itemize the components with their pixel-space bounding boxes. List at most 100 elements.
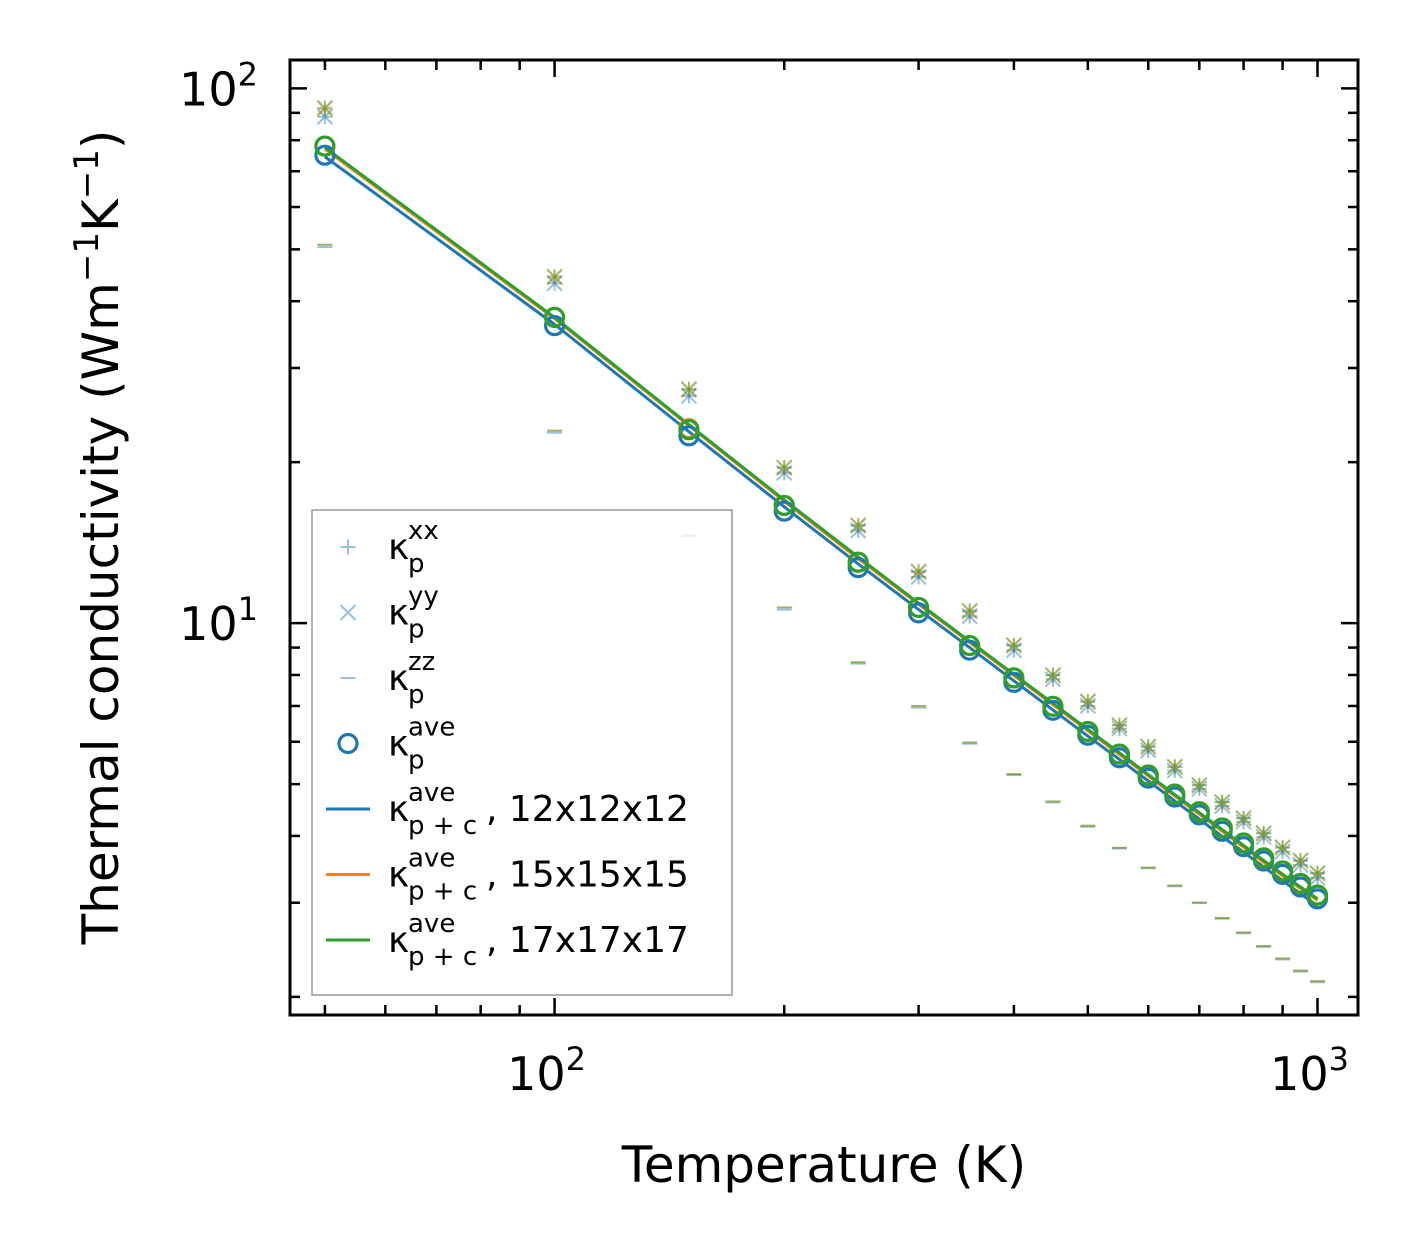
y-axis-label-sup1: −1 bbox=[67, 232, 107, 282]
data-point-kyy_15-a bbox=[1079, 693, 1097, 711]
data-point-kxx_15 bbox=[850, 518, 866, 534]
data-point-kyy_12-b bbox=[316, 108, 334, 125]
data-point-kave_17 bbox=[1306, 884, 1329, 906]
data-point-kyy_12-b bbox=[1166, 762, 1183, 779]
data-point-kyy_12-a bbox=[1274, 843, 1291, 860]
data-point-kxx_12 bbox=[1006, 642, 1022, 658]
data-point-kxx_15 bbox=[1275, 840, 1291, 856]
data-point-kyy_15-b bbox=[1213, 794, 1231, 811]
x-tick-label: 103 bbox=[1270, 1040, 1349, 1101]
data-point-kyy_12-a bbox=[1079, 697, 1097, 715]
data-point-kave_17 bbox=[773, 494, 795, 517]
data-point-kyy_17 bbox=[1079, 693, 1097, 710]
data-point-kyy_17-b bbox=[680, 380, 698, 398]
legend-label-base: κ bbox=[388, 920, 409, 961]
series-kyy_17 bbox=[316, 99, 1326, 882]
data-point-kyy_17 bbox=[1111, 716, 1128, 734]
data-point-kxx_15 bbox=[1214, 794, 1230, 810]
data-point-kyy_17-b bbox=[776, 459, 793, 476]
data-point-kave_17 bbox=[1003, 667, 1025, 689]
data-point-kave_17 bbox=[543, 306, 566, 329]
y-tick-label-base: 10 bbox=[179, 62, 238, 116]
data-point-kxx_17 bbox=[681, 381, 697, 397]
data-point-kyy_12-b bbox=[910, 568, 927, 586]
data-point-kyy_15-a bbox=[1140, 739, 1157, 756]
legend-label-sub: p bbox=[408, 680, 425, 710]
legend-entry: κpzz bbox=[340, 647, 435, 710]
data-point-kyy_17 bbox=[1191, 776, 1208, 794]
data-point-kyy_15-b bbox=[1166, 758, 1183, 776]
data-point-kyy_12 bbox=[1044, 671, 1062, 688]
data-point-kyy_15 bbox=[1191, 777, 1208, 794]
data-point-kxx_17 bbox=[1191, 777, 1207, 793]
data-point-kxx_15 bbox=[681, 382, 697, 398]
data-point-kyy_12-a bbox=[849, 522, 867, 539]
data-point-kyy_12-a bbox=[1140, 742, 1157, 759]
data-point-kyy_17-b bbox=[1274, 839, 1291, 856]
data-point-kyy_12 bbox=[961, 608, 978, 625]
data-point-kxx_12 bbox=[1111, 721, 1127, 737]
data-point-kyy_12 bbox=[776, 464, 793, 482]
data-point-kyy_12 bbox=[1166, 762, 1183, 779]
data-point-kyy_15 bbox=[1079, 693, 1097, 711]
data-point-kxx_15 bbox=[1140, 739, 1156, 755]
data-point-kyy_15-a bbox=[1191, 777, 1208, 794]
data-point-kxx_15 bbox=[1080, 694, 1096, 710]
data-point-kxx_12 bbox=[1191, 781, 1207, 797]
major-ticks bbox=[290, 60, 1358, 1015]
data-point-kxx_17 bbox=[1236, 810, 1252, 826]
data-point-kyy_15 bbox=[1044, 667, 1062, 684]
data-point-kave_17 bbox=[1137, 764, 1159, 786]
data-point-kyy_15-b bbox=[1191, 777, 1208, 794]
data-point-kyy_15 bbox=[316, 100, 334, 118]
legend-swatch-cross-b bbox=[339, 604, 357, 621]
data-point-kyy_17 bbox=[849, 516, 867, 534]
data-point-kyy_17-a bbox=[910, 563, 927, 580]
data-point-kave_17 bbox=[1271, 860, 1294, 882]
legend-label-sup: ave bbox=[408, 909, 455, 939]
data-point-kyy_17-b bbox=[1309, 864, 1326, 882]
data-point-kyy_15-b bbox=[776, 459, 793, 477]
data-point-kyy_12-a bbox=[546, 275, 563, 292]
data-point-kyy_15 bbox=[1309, 865, 1326, 882]
data-point-kyy_17-b bbox=[1255, 824, 1272, 842]
data-point-kxx_12 bbox=[1293, 857, 1309, 873]
legend-label-base: κ bbox=[388, 724, 409, 765]
data-point-kave_17 bbox=[1289, 872, 1312, 895]
data-point-kyy_17-b bbox=[316, 99, 334, 116]
data-point-kxx_15 bbox=[317, 101, 333, 117]
data-point-kyy_17-b bbox=[1079, 693, 1097, 710]
data-point-kyy_17-b bbox=[1111, 716, 1128, 734]
legend-label: κp + cave , 15x15x15 bbox=[388, 844, 689, 907]
data-point-kyy_17 bbox=[1140, 738, 1157, 755]
y-tick-label: 101 bbox=[179, 590, 258, 651]
data-point-kyy_15-b bbox=[910, 564, 927, 581]
data-point-kxx_15 bbox=[1310, 866, 1326, 882]
data-point-kyy_12 bbox=[1213, 797, 1231, 815]
legend-entry: κp + cave , 17x17x17 bbox=[326, 909, 689, 972]
data-point-kyy_17-a bbox=[1213, 793, 1231, 811]
legend-label-sup: xx bbox=[408, 516, 439, 546]
data-point-kyy_15-a bbox=[961, 603, 978, 621]
data-point-kyy_15-b bbox=[961, 603, 978, 621]
data-point-kyy_15 bbox=[546, 269, 563, 286]
data-point-kxx_12 bbox=[1310, 870, 1326, 886]
data-point-kyy_17-b bbox=[961, 602, 978, 619]
data-point-kxx_17 bbox=[850, 517, 866, 533]
data-point-kyy_15-a bbox=[1166, 758, 1183, 776]
data-point-kyy_17 bbox=[961, 602, 978, 619]
data-point-kxx_17 bbox=[1293, 852, 1309, 868]
series-kxx_15 bbox=[317, 101, 1326, 882]
data-point-kyy_12-b bbox=[546, 275, 563, 292]
data-point-kyy_17 bbox=[1235, 809, 1252, 827]
data-point-kyy_17-b bbox=[849, 516, 867, 534]
data-point-kave_17 bbox=[1108, 743, 1131, 765]
data-point-kave_17 bbox=[314, 135, 336, 157]
x-tick-label-exp: 2 bbox=[566, 1040, 586, 1078]
legend-label: κp + cave , 17x17x17 bbox=[388, 909, 689, 972]
data-point-kxx_12 bbox=[962, 608, 978, 624]
data-point-kyy_12-b bbox=[1005, 641, 1023, 659]
data-point-kyy_17 bbox=[546, 268, 563, 285]
data-point-kyy_17 bbox=[1166, 758, 1183, 775]
